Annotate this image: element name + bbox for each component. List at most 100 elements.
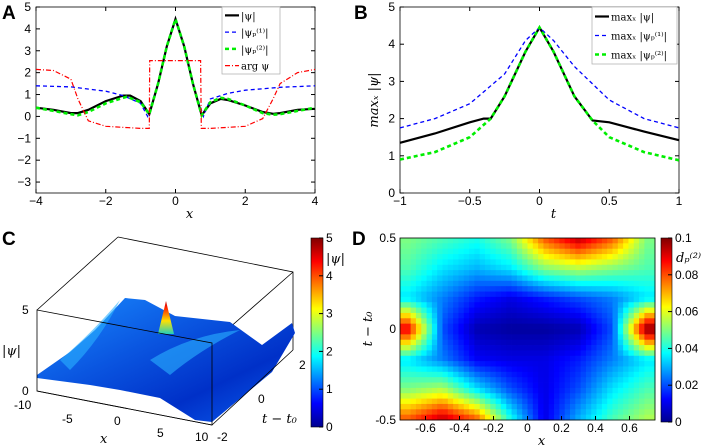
heatmap-cell [431, 264, 438, 271]
heatmap-cell [522, 254, 528, 260]
z-axis-label: |ψ| [2, 344, 21, 359]
heatmap-cell [437, 414, 443, 421]
heatmap-cell [490, 302, 497, 308]
heatmap-cell [442, 280, 449, 287]
heatmap-cell [564, 296, 571, 303]
heatmap-cell [649, 387, 656, 394]
heatmap-cell [442, 382, 449, 389]
heatmap-cell [458, 302, 465, 308]
heatmap-cell [453, 355, 459, 362]
heatmap-cell [469, 323, 475, 330]
heatmap-cell [415, 318, 422, 325]
heatmap-cell [649, 377, 656, 383]
heatmap-cell [548, 366, 555, 373]
heatmap-cell [538, 307, 544, 314]
heatmap-cell [559, 286, 566, 292]
heatmap-cell [548, 264, 555, 271]
heatmap-cell [431, 275, 438, 282]
heatmap-cell [644, 259, 651, 266]
heatmap-cell [405, 377, 412, 383]
heatmap-cell [426, 387, 433, 394]
heatmap-cell [453, 366, 459, 373]
heatmap-cell [458, 291, 465, 298]
heatmap-cell [554, 275, 560, 282]
colorbar-tick-label: 2 [326, 344, 333, 358]
heatmap-cell [585, 398, 592, 405]
heatmap-cell [469, 264, 475, 271]
heatmap-cell [479, 339, 486, 346]
heatmap-cell [511, 371, 518, 378]
heatmap-cell [639, 382, 645, 389]
heatmap-cell [570, 280, 576, 287]
heatmap-cell [644, 377, 651, 383]
heatmap-cell [591, 339, 597, 346]
heatmap-cell [469, 312, 475, 319]
heatmap-cell [410, 366, 417, 373]
surface-ridge-highlight [60, 300, 240, 375]
heatmap-cell [585, 382, 592, 389]
heatmap-cell [596, 318, 603, 325]
heatmap-cell [426, 366, 433, 373]
heatmap-cell [596, 323, 603, 330]
heatmap-cell [405, 275, 412, 282]
heatmap-cell [495, 248, 502, 255]
heatmap-cell [580, 403, 587, 410]
heatmap-cell [479, 366, 486, 373]
heatmap-cell [601, 296, 608, 303]
heatmap-cell [469, 307, 475, 314]
heatmap-cell [442, 296, 449, 303]
heatmap-cell [458, 345, 465, 351]
heatmap-cell [548, 387, 555, 394]
heatmap-cell [532, 334, 539, 341]
heatmap-cell [532, 339, 539, 346]
heatmap-cell [400, 387, 406, 394]
heatmap-cell [559, 371, 566, 378]
heatmap-cell [649, 275, 656, 282]
heatmap-cell [474, 339, 481, 346]
heatmap-cell [421, 355, 427, 362]
heatmap-cell [554, 366, 560, 373]
heatmap-cell [479, 387, 486, 394]
heatmap-cell [580, 355, 587, 362]
heatmap-cell [463, 361, 470, 367]
heatmap-cell [474, 334, 481, 341]
heatmap-cell [431, 345, 438, 351]
heatmap-cell [591, 398, 597, 405]
heatmap-cell [644, 393, 651, 399]
heatmap-cell [644, 371, 651, 378]
heatmap-cell [522, 414, 528, 421]
heatmap-cell [538, 291, 544, 298]
heatmap-cell [570, 248, 576, 255]
colorbar-tick-label: 0.08 [675, 268, 699, 282]
heatmap-cell [612, 377, 619, 383]
heatmap-cell [649, 264, 656, 271]
heatmap-cell [495, 312, 502, 319]
heatmap-cell [639, 366, 645, 373]
heatmap-cell [543, 361, 550, 367]
heatmap-cell [458, 414, 465, 421]
heatmap-cell [543, 275, 550, 282]
heatmap-cell [559, 264, 566, 271]
heatmap-cell [410, 334, 417, 341]
x-tick-label: 0 [536, 194, 543, 208]
heatmap-cell [485, 248, 491, 255]
heatmap-cell [479, 377, 486, 383]
heatmap-cell [463, 350, 470, 357]
heatmap-cell [628, 243, 635, 250]
heatmap-cell [500, 371, 507, 378]
heatmap-cell [437, 366, 443, 373]
heatmap-cell [500, 403, 507, 410]
heatmap-cell [575, 323, 582, 330]
heatmap-cell [511, 377, 518, 383]
heatmap-cell [511, 312, 518, 319]
heatmap-cell [421, 254, 427, 260]
heatmap-cell [426, 398, 433, 405]
heatmap-cell [485, 371, 491, 378]
heatmap-cell [623, 339, 629, 346]
t-axis-label: t − t₀ [262, 412, 298, 427]
heatmap-cell [644, 409, 651, 416]
heatmap-cell [607, 387, 613, 394]
heatmap-cell [469, 243, 475, 250]
heatmap-cell [415, 296, 422, 303]
heatmap-cell [474, 296, 481, 303]
